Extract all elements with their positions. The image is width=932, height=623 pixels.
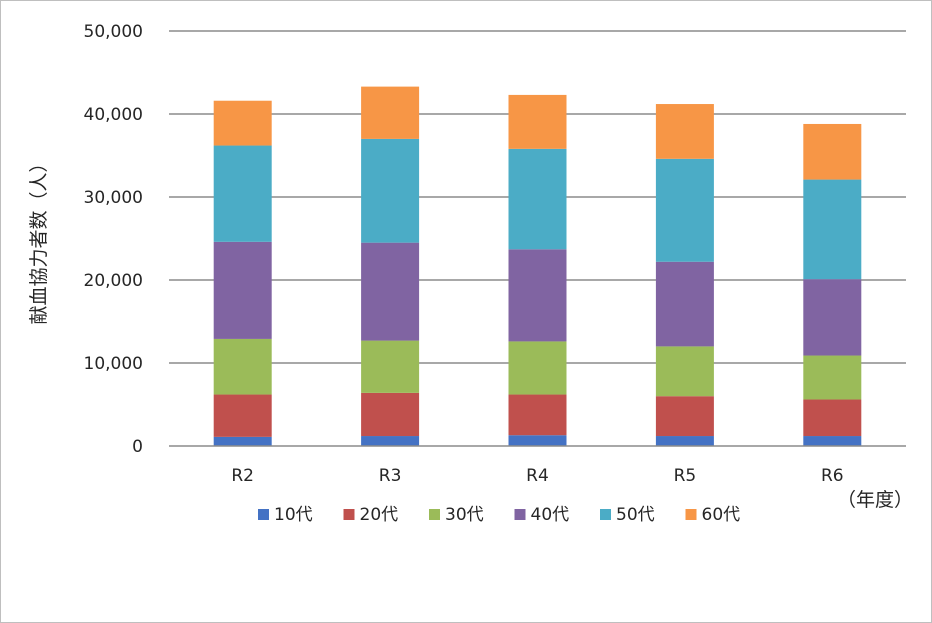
bar-segment-R2-30代 (213, 338, 272, 395)
legend-swatch (685, 509, 697, 520)
bar-segment-R5-10代 (655, 436, 714, 446)
legend-swatch (514, 509, 526, 520)
bar-segment-R4-20代 (508, 394, 567, 436)
bar-segment-R3-50代 (361, 138, 420, 243)
legend-label: 10代 (274, 505, 313, 525)
x-tick-label: R3 (379, 466, 402, 486)
bar-segment-R5-40代 (655, 261, 714, 347)
y-tick-label: 20,000 (84, 271, 143, 291)
legend-label: 60代 (702, 505, 741, 525)
bar-segment-R2-60代 (213, 100, 272, 146)
x-tick-label: R6 (821, 466, 844, 486)
bar-segment-R4-50代 (508, 148, 567, 250)
bar-segment-R3-10代 (361, 436, 420, 446)
bar-segment-R3-30代 (361, 340, 420, 393)
y-tick-label: 40,000 (84, 105, 143, 125)
bar-segment-R6-30代 (803, 355, 862, 400)
bar-segment-R6-60代 (803, 123, 862, 180)
y-axis-label: 献血協力者数（人） (28, 153, 50, 324)
bar-segment-R4-30代 (508, 341, 567, 395)
legend: 10代 20代 30代 40代 50代 60代 (258, 505, 740, 525)
bar-segment-R2-10代 (213, 436, 272, 446)
x-tick-label: R2 (231, 466, 254, 486)
bar-segment-R4-40代 (508, 249, 567, 342)
bar-segment-R6-50代 (803, 179, 862, 280)
legend-label: 30代 (445, 505, 484, 525)
y-tick-label: 0 (132, 437, 143, 457)
bar-segment-R5-30代 (655, 346, 714, 397)
legend-swatch (343, 509, 355, 520)
bar-segment-R5-60代 (655, 104, 714, 159)
bar-segment-R2-40代 (213, 241, 272, 339)
y-axis-ticks: 0 10,000 20,000 30,000 40,000 50,000 (84, 22, 143, 457)
bar-segment-R2-20代 (213, 394, 272, 437)
y-tick-label: 30,000 (84, 188, 143, 208)
bar-segment-R4-10代 (508, 435, 567, 446)
bar-segment-R3-40代 (361, 242, 420, 341)
x-axis-ticks: R2 R3 R4 R5 R6 (231, 466, 843, 486)
legend-label: 40代 (531, 505, 570, 525)
bar-segment-R3-20代 (361, 392, 420, 437)
legend-swatch (600, 509, 611, 520)
bar-segment-R5-20代 (655, 396, 714, 437)
bar-segment-R4-60代 (508, 94, 567, 149)
y-tick-label: 10,000 (84, 354, 143, 374)
bar-segment-R6-40代 (803, 279, 862, 356)
x-tick-label: R4 (526, 466, 549, 486)
legend-swatch (258, 509, 269, 520)
legend-label: 50代 (616, 505, 655, 525)
bar-segment-R3-60代 (361, 86, 420, 139)
x-tick-label: R5 (674, 466, 697, 486)
bars (213, 86, 862, 446)
y-tick-label: 50,000 (84, 22, 143, 42)
bar-segment-R6-20代 (803, 399, 862, 437)
legend-label: 20代 (360, 505, 399, 525)
x-axis-unit-label: （年度） (837, 489, 913, 511)
bar-segment-R6-10代 (803, 436, 862, 446)
legend-swatch (429, 509, 440, 520)
bar-segment-R2-50代 (213, 145, 272, 242)
bar-segment-R5-50代 (655, 158, 714, 262)
